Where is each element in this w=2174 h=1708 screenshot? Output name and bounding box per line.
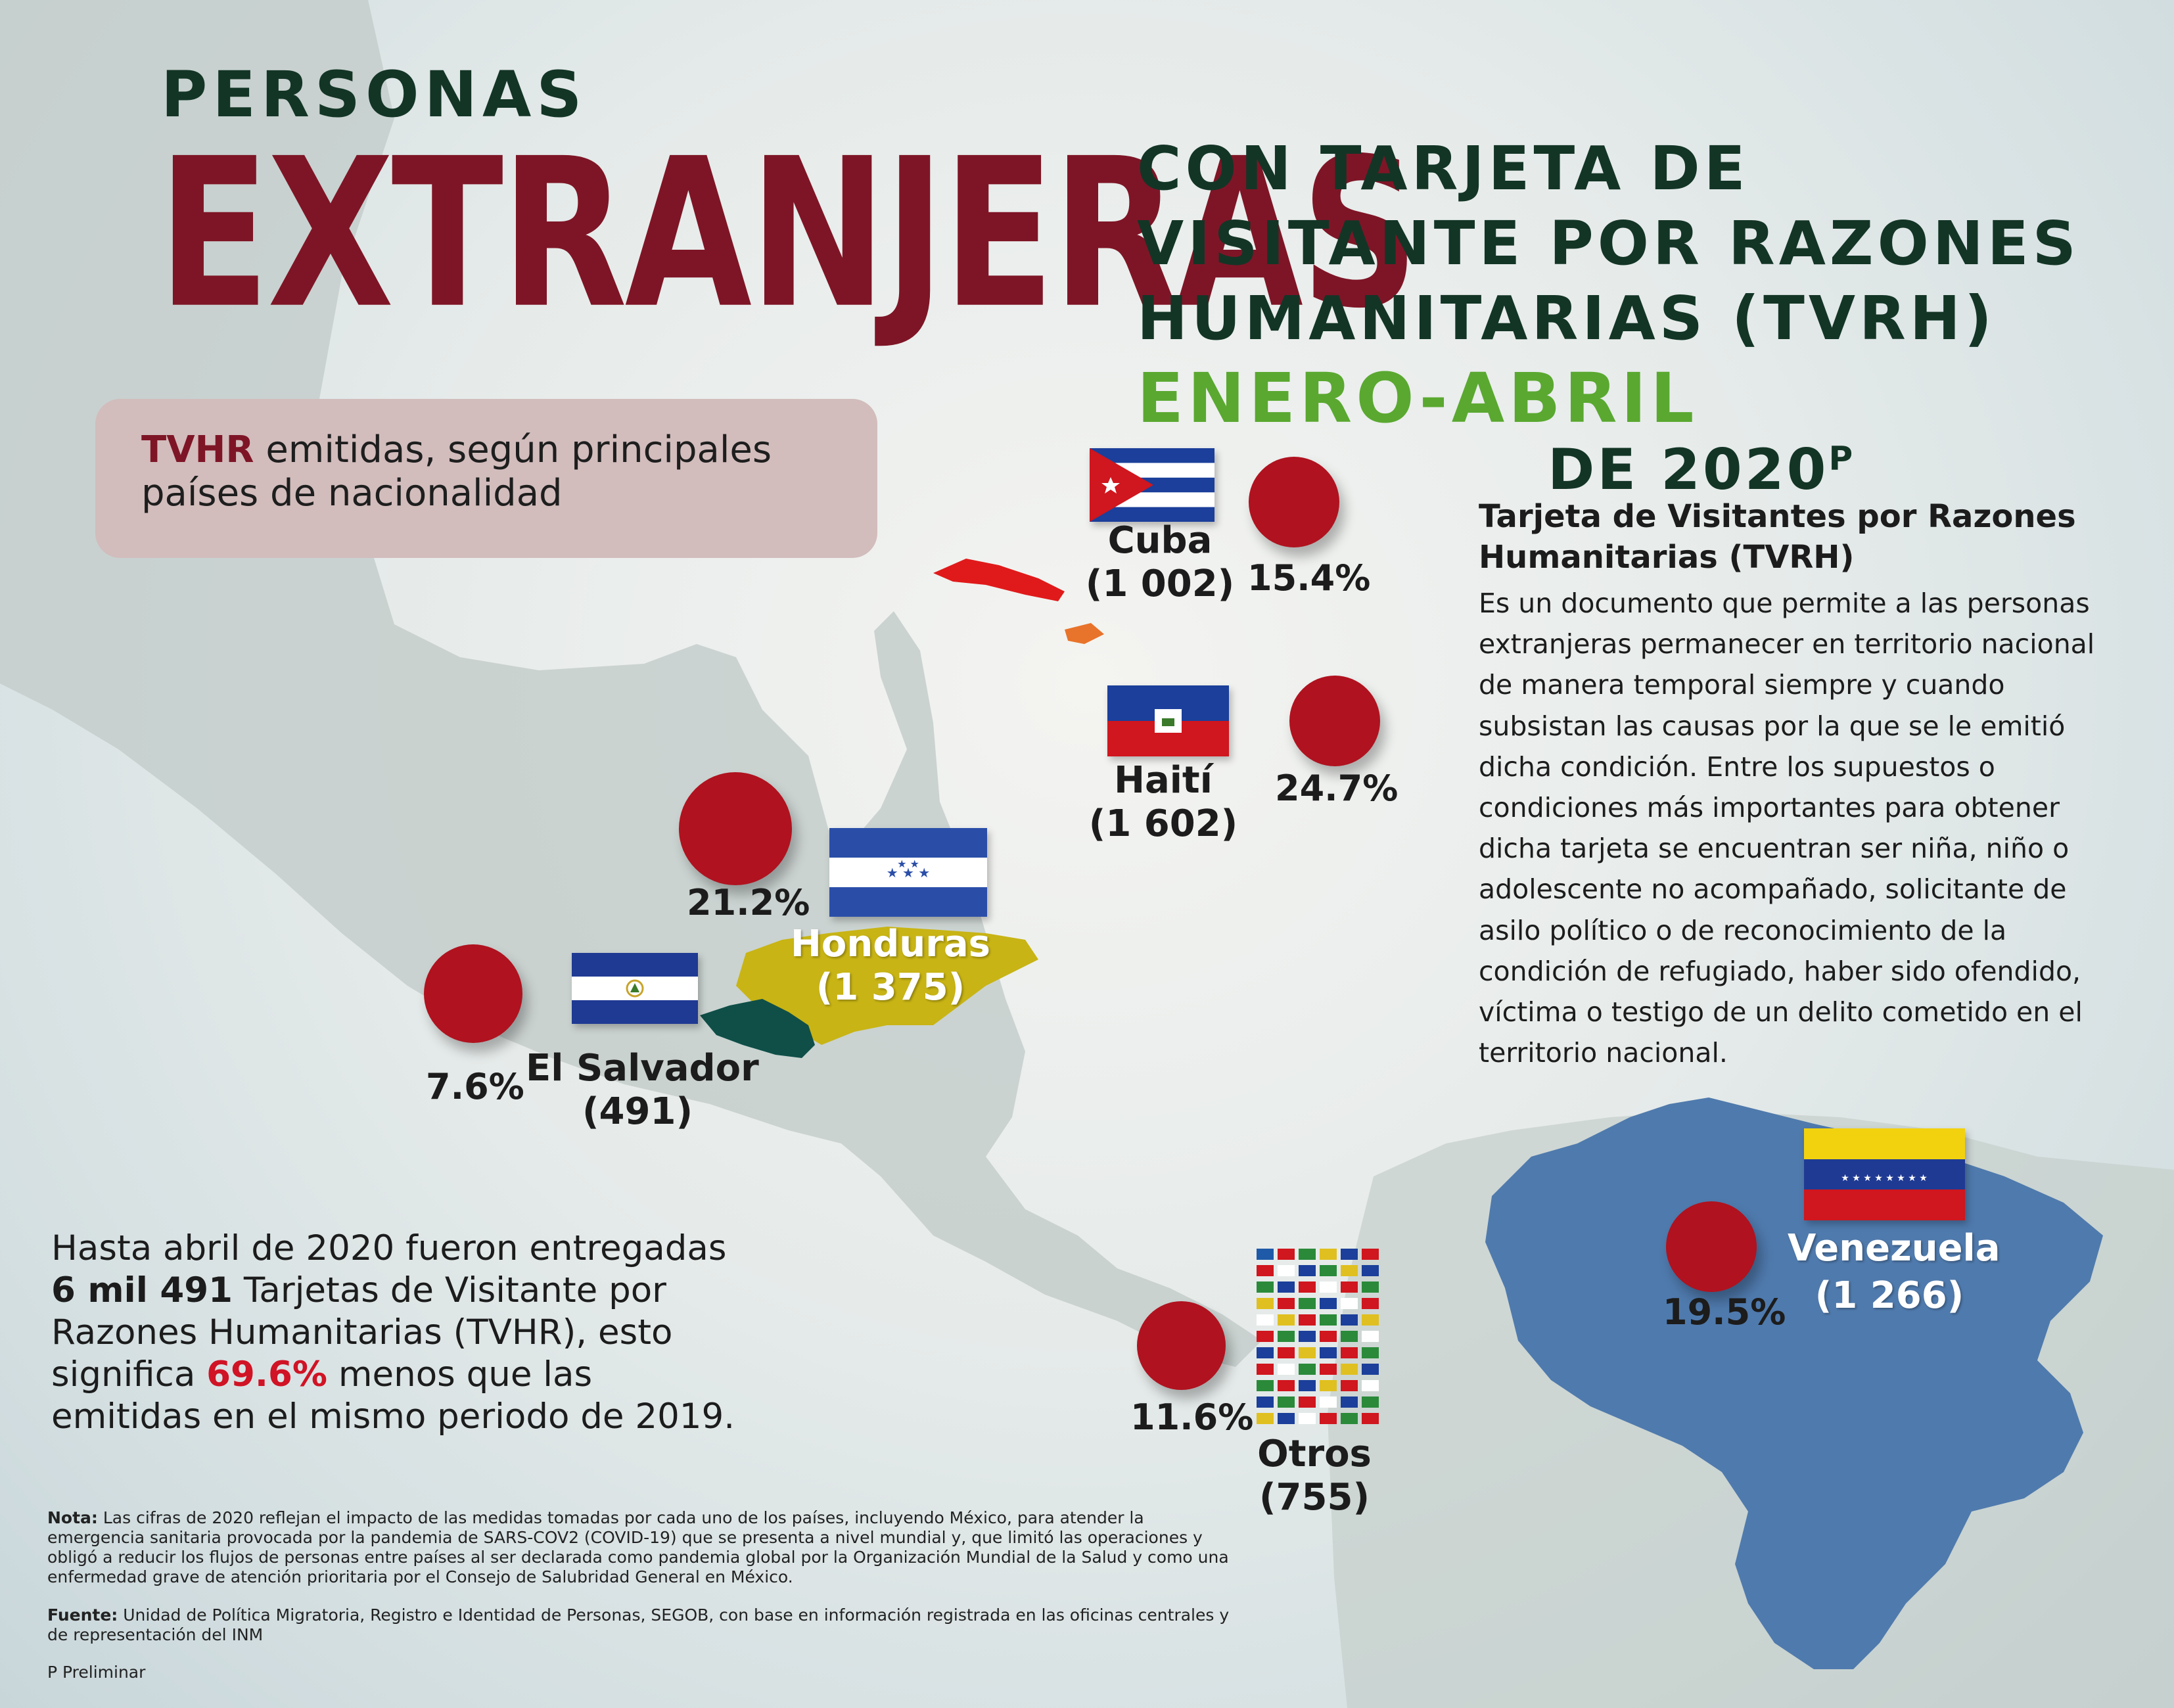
source: Fuente: Unidad de Política Migratoria, R… bbox=[47, 1605, 1230, 1645]
svg-text:★ ★ ★: ★ ★ ★ bbox=[887, 865, 931, 881]
year-label: DE 2020P bbox=[1548, 437, 1855, 503]
venezuela-count: (1 266) bbox=[1815, 1274, 1964, 1317]
honduras-flag-icon: ★ ★ ★ ★ ★ bbox=[829, 828, 987, 917]
summary-decrease: 69.6% bbox=[206, 1354, 328, 1395]
el-salvador-name: El Salvador bbox=[526, 1047, 759, 1090]
venezuela-flag-icon: ★ ★ ★ ★ ★ ★ ★ ★ bbox=[1804, 1128, 1965, 1220]
preliminary-note: P Preliminar bbox=[47, 1663, 146, 1682]
honduras-count: (1 375) bbox=[816, 966, 965, 1009]
label-box-highlight: TVHR bbox=[141, 428, 254, 471]
haiti-label: Haití (1 602) bbox=[1078, 759, 1249, 846]
cuba-circle bbox=[1249, 457, 1339, 547]
mexico-landmass bbox=[0, 0, 1262, 1367]
honduras-pct: 21.2% bbox=[687, 882, 810, 923]
label-box-text: TVHR emitidas, según principales países … bbox=[141, 428, 877, 515]
el-salvador-label: El Salvador (491) bbox=[526, 1047, 759, 1134]
summary-part2: Tarjetas de Visitante por Razones Humani… bbox=[51, 1270, 673, 1395]
subtitle-line1: CON TARJETA DE bbox=[1137, 133, 1749, 204]
subtitle-line3: HUMANITARIAS (TVRH) bbox=[1137, 283, 1996, 354]
hispaniola-island bbox=[1065, 623, 1104, 644]
world-flags-icon bbox=[1257, 1249, 1379, 1424]
source-text: Unidad de Política Migratoria, Registro … bbox=[47, 1605, 1230, 1644]
note-text: Las cifras de 2020 reflejan el impacto d… bbox=[47, 1508, 1229, 1586]
venezuela-shape bbox=[1485, 1097, 2103, 1669]
cuba-pct: 15.4% bbox=[1247, 557, 1371, 599]
el-salvador-count: (491) bbox=[582, 1090, 693, 1133]
summary-part1: Hasta abril de 2020 fueron entregadas bbox=[51, 1228, 727, 1268]
preliminary-mark: P bbox=[1828, 439, 1856, 478]
venezuela-label: Venezuela (1 266) bbox=[1788, 1227, 2001, 1318]
year-text: DE 2020 bbox=[1548, 437, 1829, 503]
title-line2: EXTRANJERAS bbox=[158, 114, 1419, 354]
label-box-body: emitidas, según principales países de na… bbox=[141, 428, 772, 515]
el-salvador-shape bbox=[700, 999, 815, 1058]
summary-text: Hasta abril de 2020 fueron entregadas 6 … bbox=[51, 1228, 741, 1438]
title-line1: PERSONAS bbox=[161, 58, 588, 131]
cuba-flag-icon bbox=[1090, 448, 1214, 522]
venezuela-circle bbox=[1666, 1201, 1757, 1292]
otros-circle bbox=[1137, 1301, 1226, 1390]
honduras-circle bbox=[679, 772, 792, 885]
honduras-shape bbox=[736, 927, 1038, 1045]
haiti-pct: 24.7% bbox=[1275, 768, 1399, 809]
period-label: ENERO-ABRIL bbox=[1137, 358, 1698, 438]
label-box: TVHR emitidas, según principales países … bbox=[95, 399, 877, 558]
summary-total: 6 mil 491 bbox=[51, 1270, 233, 1310]
description-body: Es un documento que permite a las person… bbox=[1479, 588, 2095, 1069]
otros-pct: 11.6% bbox=[1130, 1396, 1254, 1438]
svg-text:★ ★ ★ ★ ★ ★ ★ ★: ★ ★ ★ ★ ★ ★ ★ ★ bbox=[1841, 1173, 1928, 1184]
venezuela-name: Venezuela bbox=[1788, 1227, 2001, 1270]
note-label: Nota: bbox=[47, 1508, 98, 1527]
cuba-name: Cuba bbox=[1107, 519, 1213, 562]
haiti-flag-icon bbox=[1107, 685, 1229, 756]
el-salvador-flag-icon bbox=[572, 953, 698, 1024]
cuba-count: (1 002) bbox=[1085, 563, 1235, 605]
cuba-label: Cuba (1 002) bbox=[1078, 519, 1242, 606]
source-label: Fuente: bbox=[47, 1605, 118, 1625]
el-salvador-pct: 7.6% bbox=[426, 1066, 524, 1107]
note: Nota: Las cifras de 2020 reflejan el imp… bbox=[47, 1508, 1230, 1587]
otros-label: Otros (755) bbox=[1236, 1433, 1393, 1519]
cuba-island bbox=[933, 559, 1065, 601]
honduras-label: Honduras (1 375) bbox=[785, 923, 996, 1009]
haiti-count: (1 602) bbox=[1088, 802, 1238, 845]
otros-name: Otros bbox=[1257, 1433, 1372, 1475]
subtitle: CON TARJETA DE VISITANTE POR RAZONES HUM… bbox=[1137, 131, 2080, 356]
summary-part3: menos que las emitidas en el mismo perio… bbox=[51, 1354, 735, 1437]
subtitle-line2: VISITANTE POR RAZONES bbox=[1137, 208, 2080, 279]
el-salvador-circle bbox=[424, 944, 522, 1043]
description-title: Tarjeta de Visitantes por Razones Humani… bbox=[1479, 498, 2076, 576]
honduras-name: Honduras bbox=[791, 923, 990, 965]
venezuela-pct: 19.5% bbox=[1663, 1291, 1786, 1333]
svg-text:★ ★: ★ ★ bbox=[897, 858, 919, 870]
haiti-name: Haití bbox=[1114, 759, 1213, 802]
haiti-circle bbox=[1289, 676, 1380, 766]
otros-count: (755) bbox=[1259, 1476, 1370, 1519]
